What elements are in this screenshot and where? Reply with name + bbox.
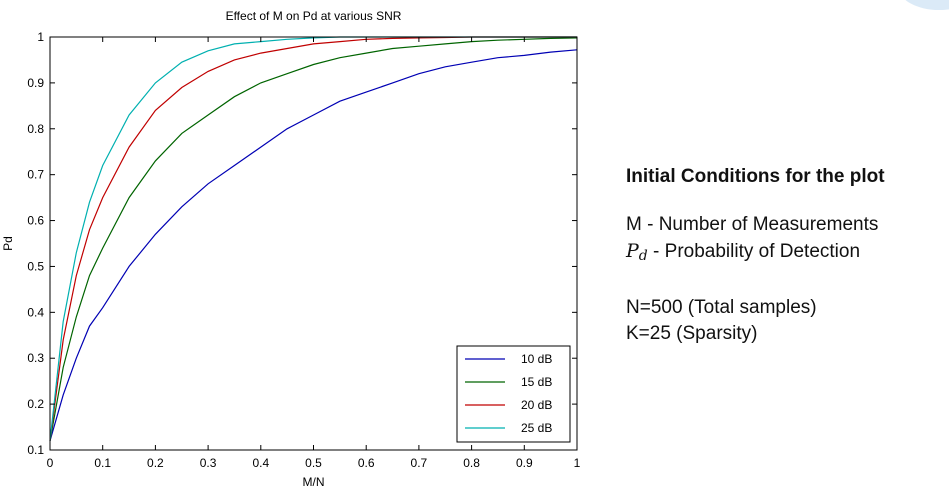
y-tick-label: 0.3 bbox=[27, 351, 44, 365]
legend-label-2: 20 dB bbox=[521, 398, 552, 412]
corner-decoration bbox=[899, 0, 949, 10]
x-tick-label: 0.3 bbox=[200, 456, 217, 470]
pd-symbol: P bbox=[626, 240, 639, 262]
x-tick-label: 0.1 bbox=[94, 456, 111, 470]
x-tick-label: 0.2 bbox=[147, 456, 164, 470]
series-line-1 bbox=[49, 37, 578, 441]
chart-title: Effect of M on Pd at various SNR bbox=[226, 9, 402, 23]
legend-label-1: 15 dB bbox=[521, 375, 552, 389]
notes-line-n: N=500 (Total samples) bbox=[626, 297, 817, 318]
y-tick-label: 0.2 bbox=[27, 397, 44, 411]
legend: 10 dB 15 dB 20 dB 25 dB bbox=[456, 345, 571, 443]
pd-subscript: d bbox=[638, 248, 648, 264]
notes-heading: Initial Conditions for the plot bbox=[626, 166, 885, 187]
y-tick-label: 0.1 bbox=[27, 443, 44, 457]
series-line-0 bbox=[49, 49, 578, 441]
legend-box bbox=[456, 345, 571, 443]
x-tick-label: 0.4 bbox=[252, 456, 269, 470]
x-tick-label: 0.5 bbox=[305, 456, 322, 470]
legend-label-3: 25 dB bbox=[521, 421, 552, 435]
y-axis-label: Pd bbox=[1, 236, 15, 251]
x-tick-label: 0.7 bbox=[411, 456, 428, 470]
x-axis-label: M/N bbox=[303, 475, 325, 489]
y-tick-label: 0.7 bbox=[27, 168, 44, 182]
pd-description: - Probability of Detection bbox=[647, 241, 861, 262]
initial-conditions-panel: Initial Conditions for the plot M - Numb… bbox=[626, 166, 946, 347]
notes-line-k: K=25 (Sparsity) bbox=[626, 323, 758, 344]
legend-label-0: 10 dB bbox=[521, 352, 552, 366]
x-tick-label: 1 bbox=[574, 456, 581, 470]
line-chart: 0 0.1 0.2 0.3 0.4 0.5 0.6 0.7 0.8 0.9 10.10.20.30.… bbox=[1, 9, 581, 489]
x-tick-label: 0.8 bbox=[463, 456, 480, 470]
x-tick-label: 0.9 bbox=[516, 456, 533, 470]
notes-line-pd: Pd - Probability of Detection bbox=[626, 238, 946, 269]
y-tick-label: 0.6 bbox=[27, 214, 44, 228]
notes-line-measurements: M - Number of Measurements bbox=[626, 214, 879, 235]
y-tick-label: 0.9 bbox=[27, 76, 44, 90]
x-tick-label: 0 bbox=[47, 456, 54, 470]
y-tick-label: 0.8 bbox=[27, 122, 44, 136]
x-tick-label: 0.6 bbox=[358, 456, 375, 470]
y-tick-label: 0.5 bbox=[27, 259, 44, 273]
y-tick-label: 1 bbox=[37, 30, 44, 44]
y-tick-label: 0.4 bbox=[27, 305, 44, 319]
